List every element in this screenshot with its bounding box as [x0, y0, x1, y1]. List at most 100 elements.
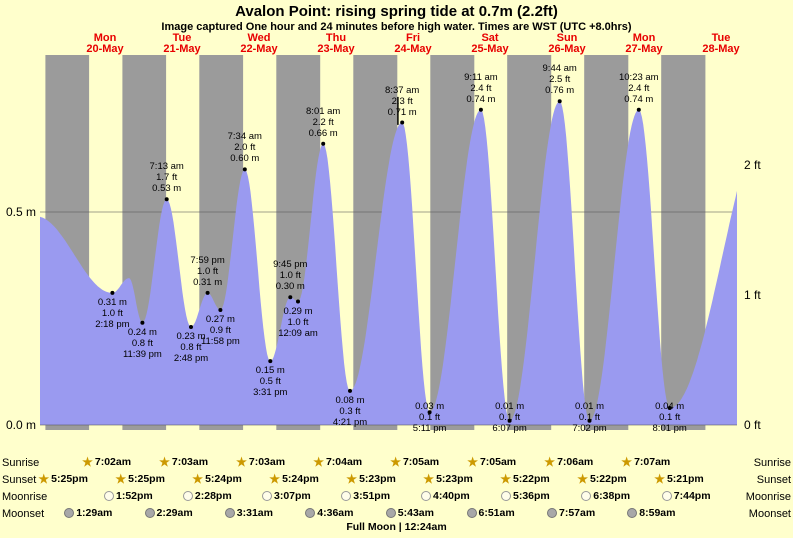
tide-extreme-dot	[507, 418, 512, 423]
moon-dark-icon	[547, 508, 557, 518]
tide-extreme-dot	[110, 290, 115, 295]
astro-row-moonrise: Moonrise 1:52pm 2:28pm 3:07pm 3:51pm 4:40pm 5…	[0, 489, 793, 506]
astro-time: 5:22pm	[589, 473, 627, 485]
tide-annotation-high: 9:11 am 2.4 ft 0.74 m	[464, 71, 498, 105]
moonset-entry: 2:29am	[144, 507, 193, 519]
sunset-label-right: Sunset	[756, 474, 791, 486]
y-axis-label-feet: 1 ft	[744, 288, 761, 303]
tide-annotation-low: 0.15 m 0.5 ft 3:31 pm	[253, 365, 288, 399]
moonrise-entry: 5:36pm	[501, 490, 550, 502]
sun-star-icon: ★	[621, 455, 633, 469]
astro-time: 7:44pm	[673, 490, 711, 502]
tide-annotation-high: 10:23 am 2.4 ft 0.74 m	[618, 71, 659, 105]
day-label: Fri 24-May	[394, 32, 432, 55]
tide-annotation-low: 0.31 m 1.0 ft 2:18 pm	[95, 296, 130, 330]
tide-extreme-dot	[140, 320, 145, 325]
sun-star-icon: ★	[38, 472, 50, 486]
astro-time: 5:23pm	[436, 473, 473, 485]
astro-time: 7:07am	[634, 456, 671, 468]
day-label: Mon 20-May	[86, 32, 124, 55]
moonset-entry: 4:36am	[305, 507, 354, 519]
moonset-entry: 8:59am	[627, 507, 676, 519]
sunrise-entry: ★ 7:03am	[159, 456, 208, 468]
sun-star-icon: ★	[192, 472, 204, 486]
astro-time: 5:24pm	[282, 473, 319, 485]
tide-annotation-low: 0.04 m 0.1 ft 8:01 pm	[652, 401, 687, 435]
tide-extreme-dot	[427, 410, 432, 415]
moonrise-entry: 4:40pm	[421, 490, 470, 502]
capture-note: Image captured One hour and 24 minutes b…	[161, 21, 632, 33]
tide-extreme-dot	[205, 290, 210, 295]
sunrise-entry: ★ 7:02am	[82, 456, 131, 468]
astro-time: 5:25pm	[128, 473, 165, 485]
sun-star-icon: ★	[236, 455, 247, 469]
astro-time: 3:31am	[236, 507, 273, 519]
moonset-entry: 3:31am	[224, 507, 273, 519]
tide-extreme-dot	[296, 299, 300, 304]
astro-time: 4:40pm	[433, 490, 470, 502]
moon-bright-icon	[341, 491, 352, 501]
day-label: Sat 25-May	[471, 32, 509, 55]
moonrise-label-left: Moonrise	[2, 491, 48, 503]
astro-time: 5:21pm	[666, 473, 704, 485]
tide-annotation-high: 8:37 am 2.3 ft 0.71 m	[385, 84, 420, 118]
tide-extreme-dot	[321, 141, 326, 146]
astro-time: 1:29am	[76, 507, 113, 519]
moon-dark-icon	[627, 508, 638, 518]
sunset-entry: ★ 5:24pm	[269, 473, 319, 485]
tide-annotation-high: 8:01 am 2.2 ft 0.66 m	[306, 105, 341, 139]
sunrise-entry: ★ 7:03am	[236, 456, 285, 468]
astro-time: 7:03am	[171, 456, 209, 468]
astro-time: 1:52pm	[116, 490, 153, 502]
sun-star-icon: ★	[346, 472, 358, 486]
tide-annotation-low: 0.24 m 0.8 ft 11:39 pm	[122, 326, 162, 360]
tide-annotation-low: 0.01 m 0.1 ft 7:02 pm	[572, 401, 607, 435]
day-label: Tue 21-May	[163, 32, 201, 55]
astro-time: 7:02am	[94, 456, 132, 468]
astro-time: 8:59am	[639, 507, 676, 519]
day-label: Wed 22-May	[240, 32, 278, 55]
y-axis-label-metres: 0.0 m	[5, 418, 36, 432]
astro-time: 5:43am	[397, 507, 434, 519]
sun-star-icon: ★	[423, 472, 435, 486]
moonrise-entry: 7:44pm	[661, 490, 711, 502]
moonset-label-right: Moonset	[748, 508, 791, 520]
moon-dark-icon	[305, 508, 316, 518]
moonrise-entry: 1:52pm	[104, 490, 153, 502]
astro-row-sunset: Sunset ★ 5:25pm ★ 5:25pm ★ 5:24pm ★ 5:24pm ★ 5:23…	[0, 472, 793, 489]
moon-dark-icon	[64, 508, 75, 518]
astro-time: 3:07pm	[274, 490, 311, 502]
astro-time: 5:22pm	[512, 473, 550, 485]
sunrise-entry: ★ 7:07am	[621, 456, 670, 468]
sunrise-entry: ★ 7:04am	[313, 456, 362, 468]
tide-extreme-dot	[189, 325, 193, 329]
moonset-entry: 1:29am	[64, 507, 112, 519]
astro-time: 3:51pm	[353, 490, 391, 502]
moonset-entry: 6:51am	[466, 507, 515, 519]
sunrise-entry: ★ 7:05am	[390, 456, 439, 468]
sunset-entry: ★ 5:21pm	[654, 473, 704, 485]
astro-time: 7:06am	[557, 456, 594, 468]
moonrise-entry: 3:51pm	[341, 490, 390, 502]
sun-star-icon: ★	[115, 472, 127, 486]
sunset-entry: ★ 5:22pm	[577, 473, 627, 485]
moonset-label-left: Moonset	[2, 508, 45, 520]
tide-extreme-dot	[636, 107, 641, 112]
moon-phase-footer: Full Moon | 12:24am	[346, 521, 447, 533]
sun-star-icon: ★	[269, 472, 281, 486]
astro-time: 7:04am	[325, 456, 363, 468]
sun-star-icon: ★	[500, 472, 511, 486]
tide-annotation-low: 0.03 m 0.1 ft 5:11 pm	[412, 401, 447, 435]
astro-time: 7:05am	[479, 456, 517, 468]
astro-time: 2:28pm	[194, 490, 232, 502]
tide-extreme-dot	[268, 359, 273, 364]
tide-extreme-dot	[667, 406, 672, 410]
astro-time: 5:36pm	[513, 490, 550, 502]
day-label: Tue 28-May	[702, 32, 740, 55]
sunset-label-left: Sunset	[2, 474, 37, 486]
astro-time: 5:25pm	[51, 473, 88, 485]
sunset-entry: ★ 5:25pm	[38, 473, 88, 485]
tide-annotation-low: 0.27 m 0.9 ft 11:58 pm	[200, 314, 240, 348]
astro-time: 7:57am	[559, 507, 596, 519]
